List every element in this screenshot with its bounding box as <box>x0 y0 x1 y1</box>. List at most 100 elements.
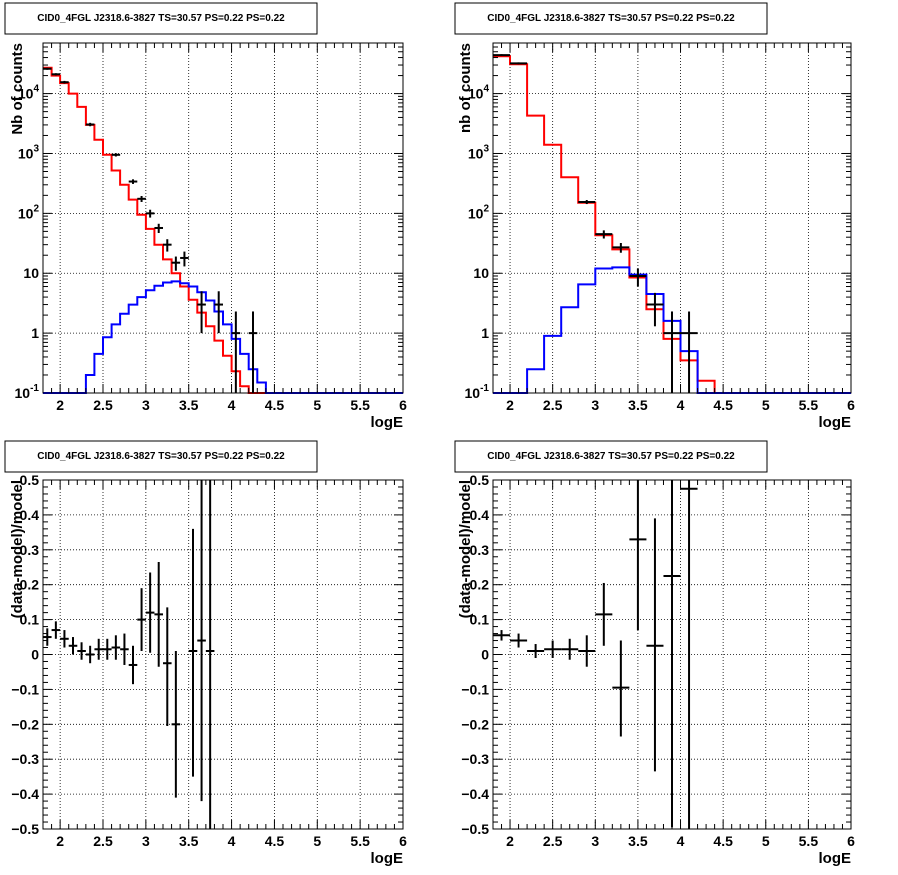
x-tick-label: 5.5 <box>799 397 819 413</box>
y-axis-title: Nb of counts <box>9 43 26 135</box>
data-point <box>171 256 181 271</box>
data-point <box>85 645 95 664</box>
x-tick-label: 2 <box>506 397 514 413</box>
data-point <box>77 642 86 660</box>
x-tick-label: 6 <box>847 397 855 413</box>
x-axis-title: logE <box>371 414 404 431</box>
data-point <box>663 311 681 393</box>
chart-title: CID0_4FGL J2318.6-3827 TS=30.57 PS=0.22 … <box>37 13 285 24</box>
data-point <box>544 640 562 658</box>
chart-panel-2: CID0_4FGL J2318.6-3827 TS=30.57 PS=0.22 … <box>454 2 855 431</box>
data-point <box>163 607 172 727</box>
data-point <box>180 251 189 267</box>
data-point <box>197 291 206 334</box>
data-point <box>137 588 146 652</box>
x-tick-label: 5.5 <box>350 833 370 849</box>
data-point <box>145 572 155 653</box>
x-tick-label: 4 <box>677 833 685 849</box>
y-tick-label: 104 <box>18 84 40 102</box>
x-tick-label: 6 <box>399 397 407 413</box>
y-tick-label: 10 <box>23 265 39 281</box>
data-point <box>595 582 613 646</box>
data-point <box>629 268 647 287</box>
y-tick-label: −0.4 <box>11 786 39 802</box>
x-tick-label: 5.5 <box>350 397 370 413</box>
data-point <box>103 638 112 660</box>
data-point <box>85 122 95 127</box>
x-tick-label: 2.5 <box>93 833 113 849</box>
data-point <box>578 635 596 667</box>
x-tick-label: 4 <box>228 397 236 413</box>
x-tick-label: 6 <box>399 833 407 849</box>
y-tick-label: 103 <box>18 143 40 161</box>
y-tick-label: 1 <box>31 325 39 341</box>
x-tick-label: 6 <box>847 833 855 849</box>
x-tick-label: 2 <box>506 833 514 849</box>
data-point <box>510 62 528 65</box>
data-point <box>510 633 528 648</box>
chart-title-box <box>4 440 318 473</box>
data-point <box>629 480 647 631</box>
chart-title-box <box>454 440 768 473</box>
data-point <box>111 153 121 157</box>
x-tick-label: 5 <box>762 833 770 849</box>
y-tick-label: 0 <box>481 647 489 663</box>
y-tick-label: 0.3 <box>20 542 40 558</box>
data-point <box>51 621 61 639</box>
data-point <box>527 644 545 658</box>
data-point <box>163 239 172 252</box>
data-point <box>68 637 78 655</box>
x-tick-label: 3.5 <box>628 833 648 849</box>
y-tick-label: 0.1 <box>470 612 490 628</box>
y-tick-label: 0 <box>31 647 39 663</box>
x-tick-label: 3.5 <box>179 833 199 849</box>
x-tick-label: 4.5 <box>265 833 285 849</box>
data-point <box>612 242 630 253</box>
data-point <box>680 311 698 393</box>
data-point <box>94 638 103 660</box>
x-tick-label: 3 <box>591 833 599 849</box>
histogram-series-2 <box>43 280 403 394</box>
chart-title: CID0_4FGL J2318.6-3827 TS=30.57 PS=0.22 … <box>487 451 735 462</box>
chart-panel-4: CID0_4FGL J2318.6-3827 TS=30.57 PS=0.22 … <box>454 440 855 867</box>
y-tick-label: 0.4 <box>20 507 40 523</box>
data-point <box>128 645 138 685</box>
x-tick-label: 2.5 <box>543 833 563 849</box>
data-point <box>43 628 52 646</box>
y-tick-label: 10-1 <box>15 383 40 401</box>
x-tick-label: 5 <box>313 397 321 413</box>
data-point <box>188 528 198 777</box>
data-point <box>60 80 69 84</box>
chart-title-box <box>4 2 318 35</box>
y-tick-label: −0.3 <box>11 751 39 767</box>
data-point <box>51 73 61 76</box>
data-point <box>561 638 579 660</box>
histogram-series-1 <box>43 66 403 394</box>
data-point <box>578 200 596 205</box>
y-axis-title: (data-model)/model <box>9 480 26 618</box>
data-point <box>171 651 181 798</box>
y-tick-label: 0.3 <box>470 542 490 558</box>
y-tick-label: 0.2 <box>470 577 490 593</box>
x-tick-label: 4.5 <box>713 397 733 413</box>
y-axis-title: (data-model)/model <box>457 480 474 618</box>
y-tick-label: −0.2 <box>461 716 489 732</box>
x-tick-label: 3.5 <box>179 397 199 413</box>
y-tick-label: −0.3 <box>461 751 489 767</box>
data-point <box>680 480 698 829</box>
data-point <box>663 480 681 828</box>
chart-title: CID0_4FGL J2318.6-3827 TS=30.57 PS=0.22 … <box>37 451 285 462</box>
data-point <box>128 179 138 184</box>
data-point <box>612 640 630 737</box>
y-tick-label: −0.4 <box>461 786 489 802</box>
data-point <box>154 562 163 667</box>
y-tick-label: 0.5 <box>20 472 40 488</box>
x-tick-label: 4 <box>677 397 685 413</box>
data-point <box>120 633 129 665</box>
x-tick-label: 3 <box>142 833 150 849</box>
x-tick-label: 5 <box>762 397 770 413</box>
x-tick-label: 4 <box>228 833 236 849</box>
y-tick-label: −0.5 <box>461 821 489 837</box>
data-point <box>214 291 223 334</box>
